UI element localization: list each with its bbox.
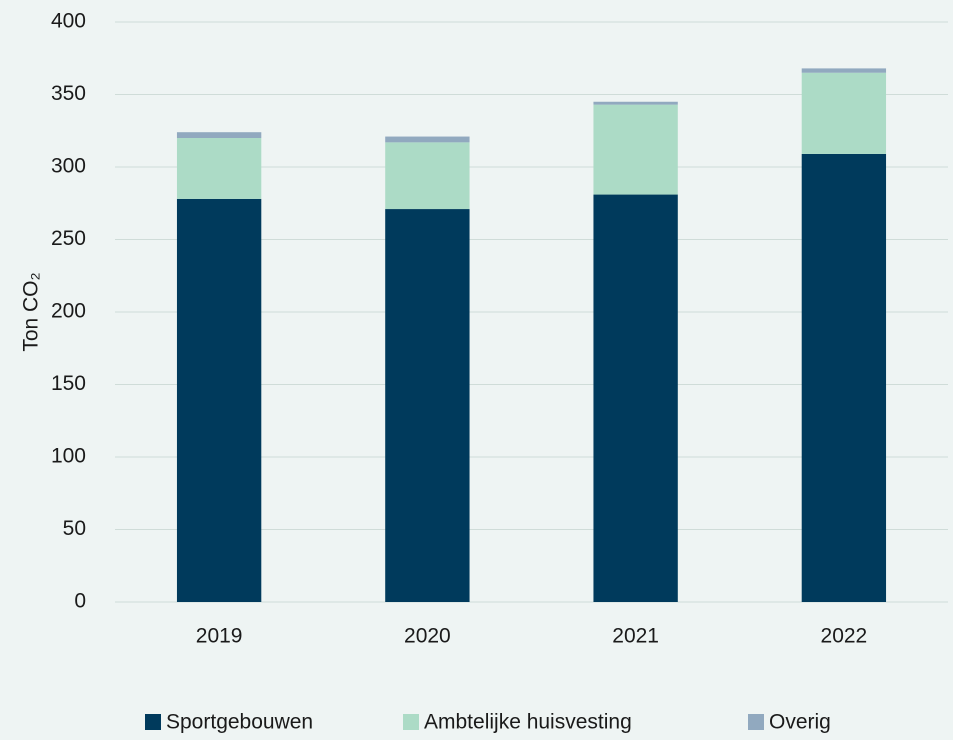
bar-segment — [801, 153, 887, 602]
legend-label: Overig — [769, 711, 831, 734]
bar-segment — [385, 136, 470, 143]
x-tick-label: 2021 — [612, 625, 659, 648]
x-tick-label: 2019 — [196, 625, 243, 648]
bar-segment — [801, 68, 887, 73]
bar-segment — [593, 104, 678, 195]
y-tick-label: 100 — [51, 445, 86, 468]
bar-segment — [801, 72, 887, 154]
y-tick-label: 150 — [51, 372, 86, 395]
legend-label: Ambtelijke huisvesting — [424, 711, 632, 734]
y-axis-label: Ton CO₂ — [20, 272, 43, 351]
legend-swatch — [403, 714, 419, 730]
bar-segment — [385, 142, 470, 210]
legend-label: Sportgebouwen — [166, 711, 313, 734]
bar-segment — [593, 101, 678, 105]
x-tick-label: 2022 — [821, 625, 868, 648]
y-tick-label: 350 — [51, 82, 86, 105]
bar-segment — [593, 194, 678, 603]
y-tick-label: 0 — [74, 590, 86, 613]
y-tick-label: 50 — [63, 517, 86, 540]
bar-segment — [176, 198, 262, 602]
legend-swatch — [145, 714, 161, 730]
bar-segment — [385, 209, 470, 603]
y-tick-label: 200 — [51, 300, 86, 323]
bar-segment — [176, 138, 262, 199]
y-tick-label: 250 — [51, 227, 86, 250]
x-tick-label: 2020 — [404, 625, 451, 648]
legend-swatch — [748, 714, 764, 730]
y-tick-label: 400 — [51, 10, 86, 33]
y-tick-label: 300 — [51, 155, 86, 178]
bar-segment — [176, 132, 262, 138]
